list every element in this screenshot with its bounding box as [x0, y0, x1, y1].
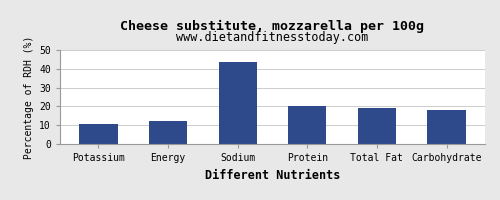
Bar	[288, 106, 327, 144]
Bar	[80, 124, 118, 144]
Bar	[358, 108, 396, 144]
Bar	[218, 62, 257, 144]
Text: Cheese substitute, mozzarella per 100g: Cheese substitute, mozzarella per 100g	[120, 20, 424, 33]
X-axis label: Different Nutrients: Different Nutrients	[205, 169, 340, 182]
Text: www.dietandfitnesstoday.com: www.dietandfitnesstoday.com	[176, 31, 368, 44]
Y-axis label: Percentage of RDH (%): Percentage of RDH (%)	[24, 35, 34, 159]
Bar	[428, 110, 466, 144]
Bar	[149, 120, 187, 144]
